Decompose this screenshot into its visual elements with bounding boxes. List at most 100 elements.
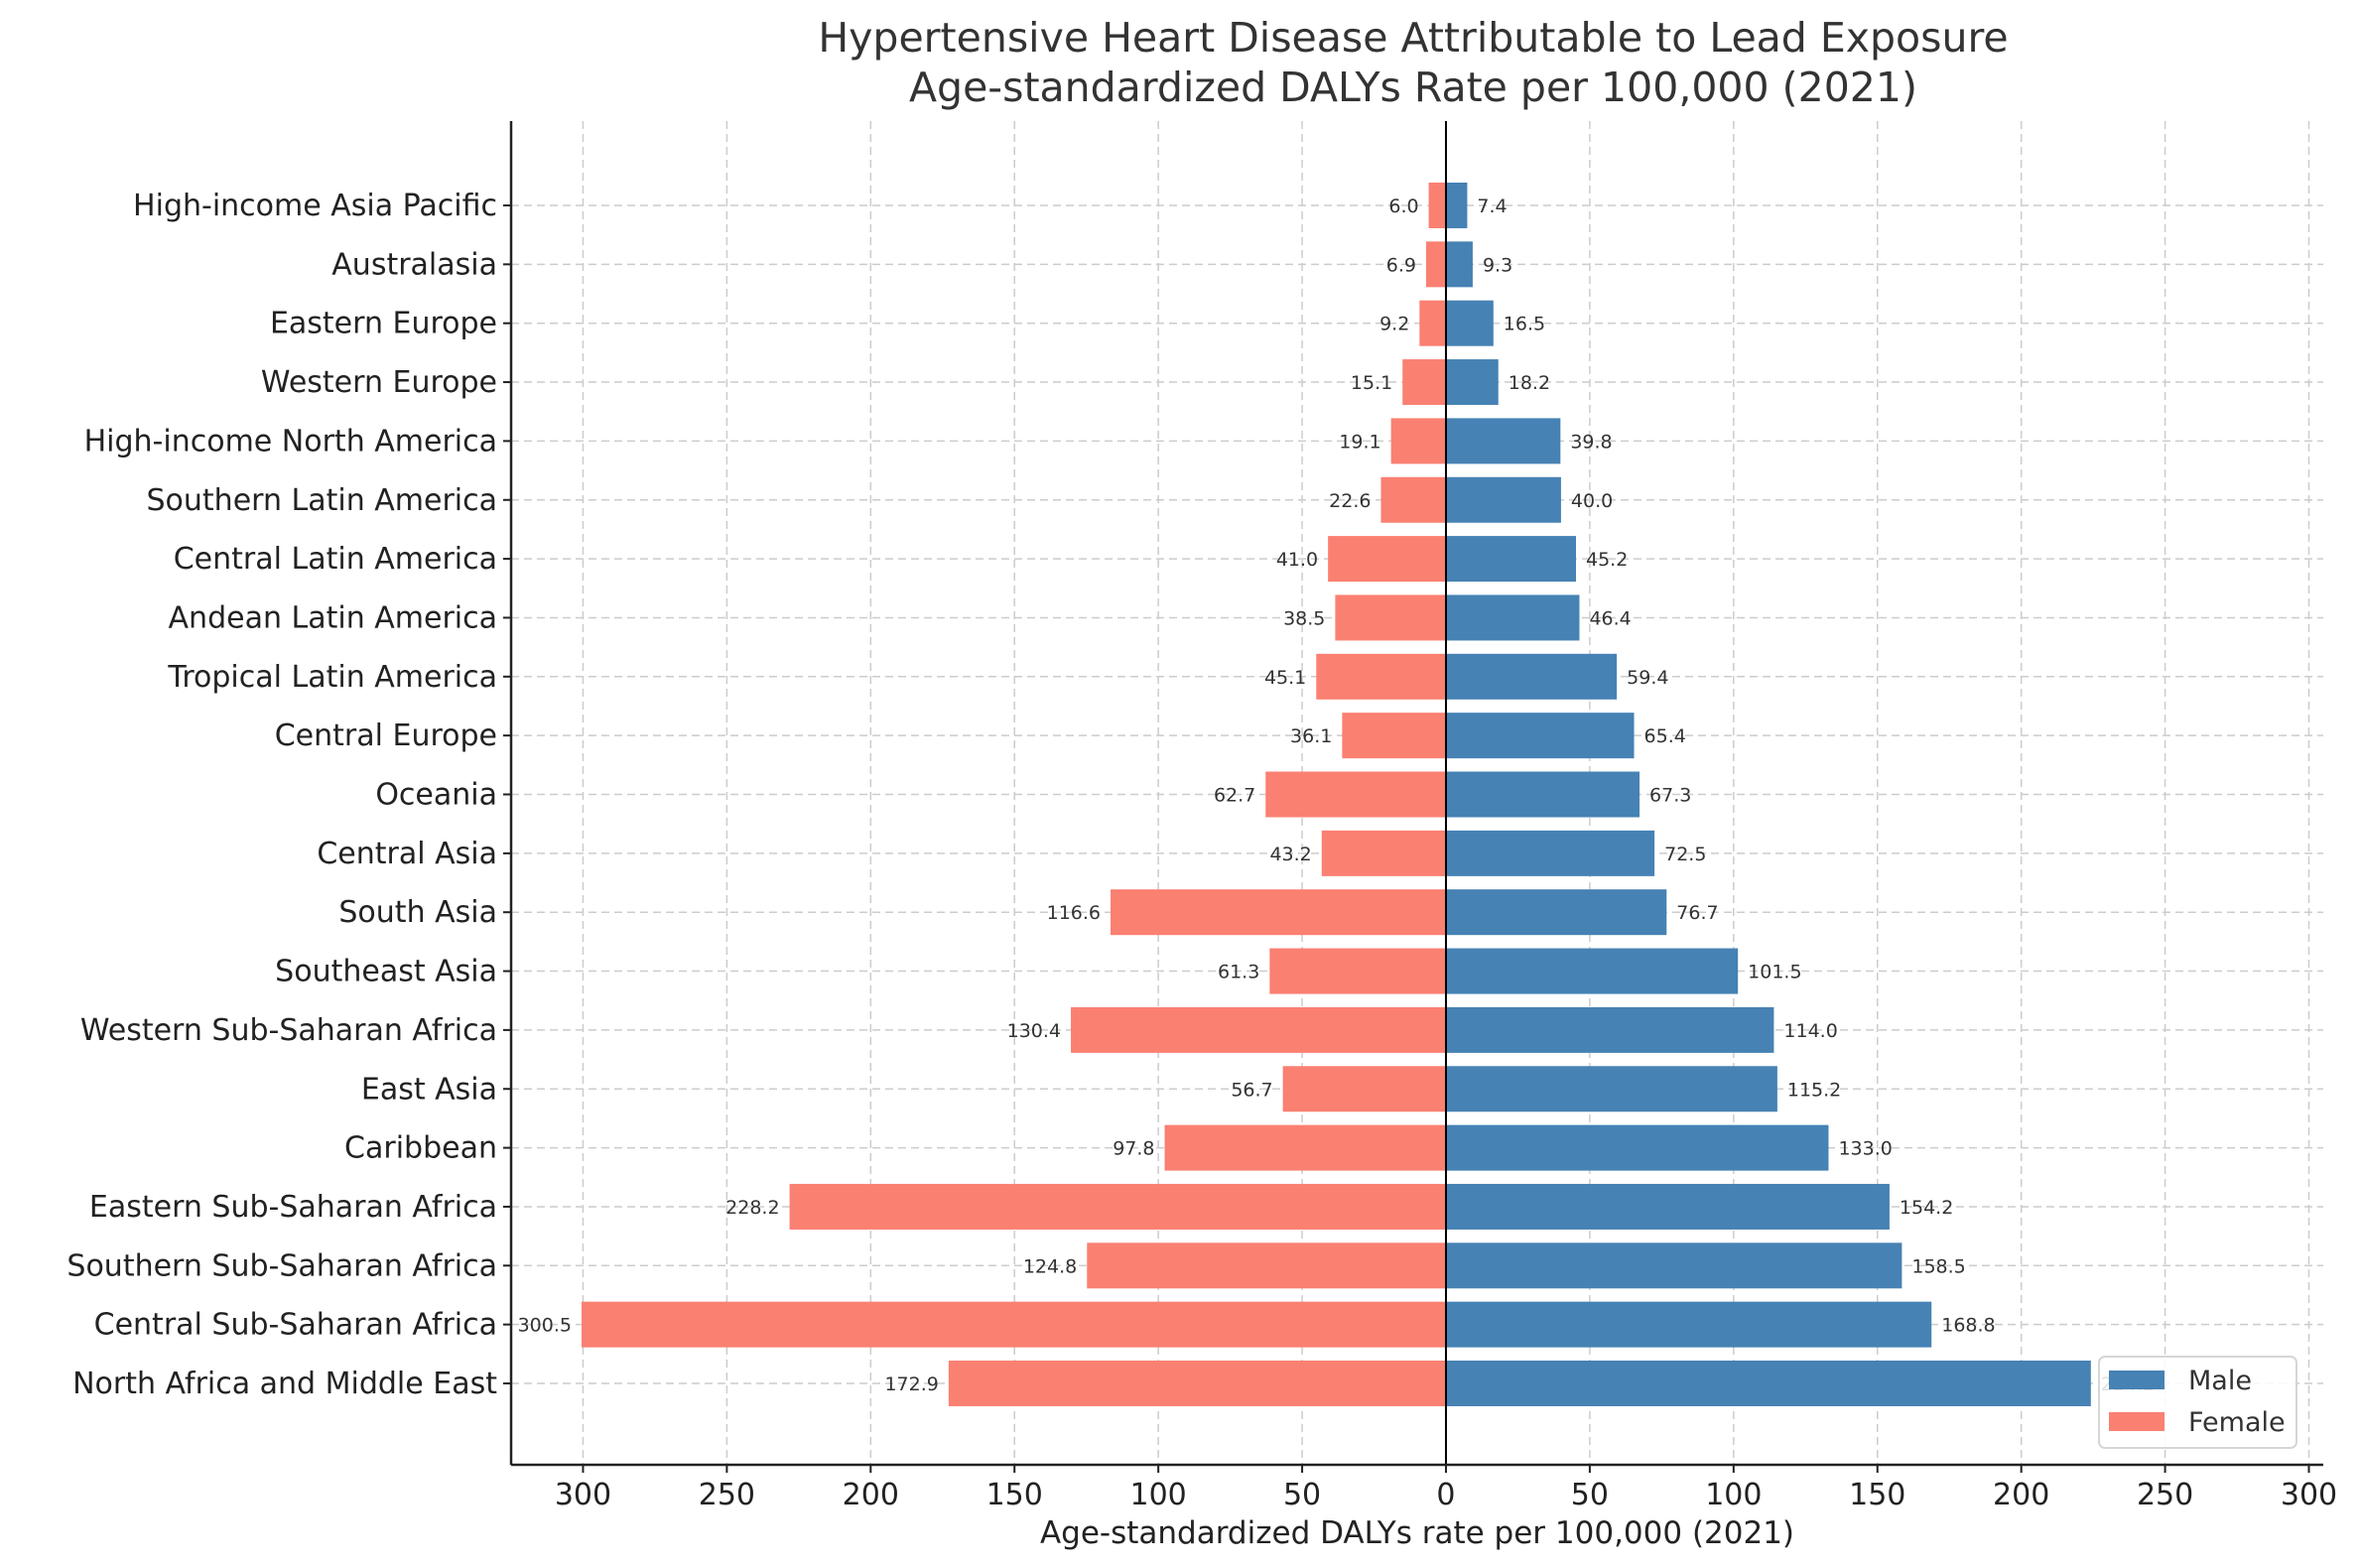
bar-female	[1282, 1066, 1446, 1112]
y-tick-label: Oceania	[375, 778, 497, 813]
bar-female	[1269, 948, 1446, 994]
value-label-female: 38.5	[1283, 607, 1325, 629]
bar-female	[1328, 536, 1446, 583]
bar-female	[1335, 594, 1446, 641]
bar-male	[1445, 536, 1576, 583]
value-label-male: 18.2	[1508, 372, 1550, 394]
value-label-female: 130.4	[1007, 1020, 1061, 1042]
x-tick-label: 150	[1849, 1478, 1905, 1512]
bar-female	[1402, 359, 1446, 406]
bar-male	[1445, 1361, 2091, 1406]
y-tick-label: Central Europe	[275, 719, 497, 753]
y-tick-label: Central Sub-Saharan Africa	[94, 1308, 497, 1343]
value-label-female: 36.1	[1290, 725, 1332, 747]
value-label-male: 7.4	[1477, 196, 1507, 217]
value-label-female: 300.5	[518, 1315, 572, 1337]
y-tick-label: Andean Latin America	[169, 600, 497, 635]
bar-female	[948, 1361, 1446, 1406]
y-tick-label: Eastern Europe	[270, 307, 497, 341]
bar-female	[1111, 889, 1446, 936]
value-label-female: 56.7	[1231, 1079, 1272, 1101]
y-tick-label: Southeast Asia	[275, 955, 497, 989]
bar-male	[1445, 359, 1499, 406]
x-tick-label: 0	[1436, 1478, 1455, 1512]
x-tick-label: 100	[1130, 1478, 1187, 1512]
x-tick-label: 250	[699, 1478, 755, 1512]
y-tick-label: Australasia	[331, 247, 497, 282]
bar-male	[1445, 1242, 1902, 1289]
value-label-female: 6.9	[1386, 254, 1416, 276]
bar-female	[1071, 1006, 1446, 1053]
bar-female	[1316, 653, 1446, 700]
y-tick-label: Southern Latin America	[147, 483, 498, 518]
value-label-female: 62.7	[1214, 785, 1255, 807]
bars: 6.0 7.4 6.9 9.3 9.2 16.5 15.1 18.2 19.1 39.8 22.6 4…	[518, 183, 2155, 1406]
axes: 300 250 200 150 100 50 0 50 100 150 200 250 300 High-…	[66, 121, 2337, 1512]
bar-male	[1445, 241, 1473, 288]
bar-male	[1445, 300, 1494, 346]
legend: Male Female	[2098, 1356, 2297, 1449]
value-label-male: 9.3	[1483, 254, 1512, 276]
y-tick-label: Caribbean	[344, 1131, 497, 1166]
x-tick-label: 100	[1705, 1478, 1762, 1512]
value-label-male: 133.0	[1838, 1138, 1892, 1160]
legend-swatch-male	[2109, 1371, 2164, 1389]
y-tick-label: Southern Sub-Saharan Africa	[66, 1248, 497, 1283]
bar-female	[1419, 300, 1446, 346]
value-label-male: 72.5	[1664, 844, 1706, 865]
x-tick-label: 300	[2281, 1478, 2337, 1512]
bar-female	[1342, 713, 1446, 759]
bar-male	[1445, 1124, 1829, 1171]
value-label-male: 45.2	[1586, 549, 1628, 571]
legend-label-male: Male	[2188, 1366, 2252, 1396]
y-tick-label: Western Sub-Saharan Africa	[80, 1013, 497, 1048]
x-tick-label: 200	[1993, 1478, 2049, 1512]
value-label-female: 172.9	[884, 1373, 938, 1395]
bar-male	[1445, 948, 1739, 994]
value-label-female: 6.0	[1388, 196, 1418, 217]
value-label-male: 46.4	[1589, 607, 1631, 629]
bar-male	[1445, 653, 1618, 700]
y-tick-label: North Africa and Middle East	[72, 1367, 497, 1401]
value-label-female: 15.1	[1351, 372, 1392, 394]
bar-female	[1321, 830, 1446, 876]
bar-female	[582, 1301, 1446, 1348]
value-label-female: 19.1	[1339, 431, 1380, 453]
bar-female	[1425, 241, 1446, 288]
value-label-male: 154.2	[1900, 1197, 1953, 1219]
bar-female	[1087, 1242, 1446, 1289]
x-tick-label: 300	[555, 1478, 611, 1512]
y-tick-label: Tropical Latin America	[167, 660, 497, 695]
value-label-male: 76.7	[1676, 902, 1718, 924]
x-tick-label: 50	[1283, 1478, 1321, 1512]
bar-male	[1445, 1183, 1890, 1230]
value-label-male: 67.3	[1649, 785, 1691, 807]
value-label-male: 114.0	[1783, 1020, 1837, 1042]
y-tick-label: South Asia	[338, 895, 497, 930]
value-label-male: 115.2	[1787, 1079, 1841, 1101]
chart-title: Hypertensive Heart Disease Attributable …	[818, 14, 2008, 62]
value-label-female: 45.1	[1264, 667, 1306, 689]
x-tick-label: 200	[843, 1478, 899, 1512]
bar-male	[1445, 183, 1468, 228]
x-tick-label: 150	[986, 1478, 1043, 1512]
value-label-female: 116.6	[1047, 902, 1101, 924]
y-tick-label: Central Asia	[317, 837, 497, 871]
bar-female	[1428, 183, 1446, 228]
value-label-male: 101.5	[1748, 962, 1801, 983]
bar-female	[1164, 1124, 1446, 1171]
legend-label-female: Female	[2188, 1407, 2286, 1438]
bar-male	[1445, 830, 1655, 876]
bar-female	[1380, 476, 1446, 523]
value-label-female: 228.2	[725, 1197, 779, 1219]
bar-male	[1445, 1066, 1777, 1112]
value-label-male: 39.8	[1570, 431, 1612, 453]
value-label-female: 22.6	[1329, 490, 1371, 512]
bar-male	[1445, 476, 1561, 523]
y-tick-label: Western Europe	[261, 365, 497, 400]
value-label-female: 41.0	[1276, 549, 1318, 571]
bar-female	[1265, 771, 1446, 818]
legend-swatch-female	[2109, 1412, 2164, 1431]
bar-male	[1445, 1006, 1774, 1053]
